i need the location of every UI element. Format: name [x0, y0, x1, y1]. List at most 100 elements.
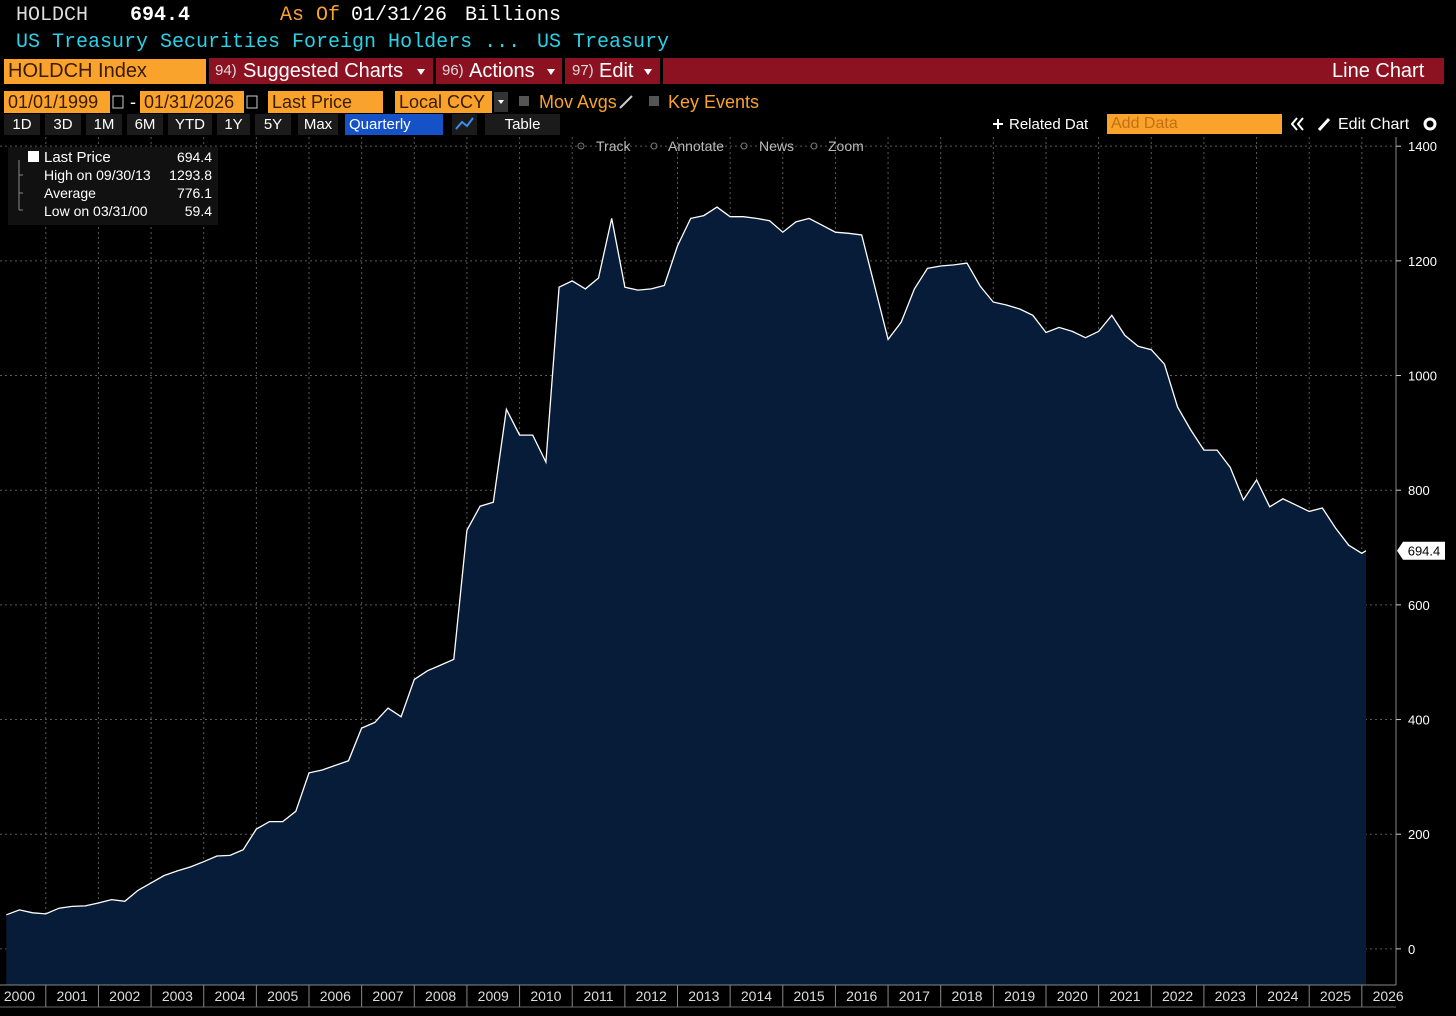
- calendar-icon[interactable]: [112, 95, 124, 109]
- dropdown-arrow: [644, 69, 652, 75]
- last-price-label: 694.4: [1408, 544, 1441, 559]
- icons: [112, 69, 1437, 135]
- table-button[interactable]: Table: [485, 114, 560, 135]
- period-button[interactable]: YTD: [168, 114, 212, 135]
- checkbox[interactable]: [519, 96, 529, 106]
- end-date[interactable]: 01/31/2026: [140, 91, 244, 113]
- y-tick-label: 1200: [1408, 254, 1437, 269]
- x-tick-label: 2020: [1057, 988, 1088, 1004]
- legend-label: Average: [44, 185, 96, 201]
- x-tick-label: 2002: [109, 988, 140, 1004]
- legend-label: Low on 03/31/00: [44, 203, 148, 219]
- tool-icon: [740, 142, 748, 150]
- x-tick-label: 2022: [1162, 988, 1193, 1004]
- tool-button[interactable]: Zoom: [828, 138, 864, 154]
- series: [6, 206, 1367, 985]
- legend-box: [8, 147, 218, 225]
- currency[interactable]: Local CCY: [395, 91, 492, 113]
- edit-chart[interactable]: Edit Chart: [1338, 116, 1410, 133]
- x-tick-label: 2017: [899, 988, 930, 1004]
- description: US Treasury Securities Foreign Holders .…: [16, 31, 521, 54]
- tool-button[interactable]: News: [759, 138, 794, 154]
- x-tick-label: 2008: [425, 988, 456, 1004]
- menu-bar: [209, 58, 1444, 84]
- period-button[interactable]: 1M: [86, 114, 122, 135]
- tool-button[interactable]: Track: [596, 138, 631, 154]
- period-button[interactable]: Max: [298, 114, 338, 135]
- option[interactable]: Key Events: [668, 92, 760, 112]
- legend-label: Last Price: [44, 149, 111, 166]
- x-tick-label: 2024: [1267, 988, 1298, 1004]
- period-button[interactable]: 1D: [4, 114, 40, 135]
- tool-icon: [810, 142, 818, 150]
- tool-icon: [577, 142, 585, 150]
- y-tick-label: 0: [1408, 942, 1415, 957]
- date-separator: -: [130, 92, 136, 112]
- chart-type: Line Chart: [1332, 60, 1425, 82]
- period-button[interactable]: 1Y: [217, 114, 250, 135]
- last-price-tag: [1397, 541, 1445, 560]
- y-tick-label: 800: [1408, 483, 1430, 498]
- x-tick-label: 2015: [794, 988, 825, 1004]
- x-tick-label: 2023: [1215, 988, 1246, 1004]
- x-tick-label: 2013: [688, 988, 719, 1004]
- tool-icon: [650, 142, 658, 150]
- y-tick-label: 600: [1408, 598, 1430, 613]
- x-tick-label: 2007: [372, 988, 403, 1004]
- gear-icon[interactable]: [1423, 117, 1437, 131]
- y-tick-label: 400: [1408, 713, 1430, 728]
- x-tick-label: 2003: [162, 988, 193, 1004]
- x-tick-label: 2010: [530, 988, 561, 1004]
- related-data[interactable]: Related Dat: [1009, 116, 1089, 133]
- x-tick-label: 2016: [846, 988, 877, 1004]
- x-tick-label: 2009: [478, 988, 509, 1004]
- price: 694.4: [130, 4, 191, 27]
- separator: [562, 58, 565, 84]
- x-tick-label: 2011: [583, 988, 613, 1004]
- security-field[interactable]: HOLDCH Index: [4, 59, 206, 84]
- ticker: HOLDCH: [16, 4, 89, 27]
- pencil-icon: [619, 95, 633, 109]
- legend-value: 694.4: [177, 149, 212, 165]
- tool-button[interactable]: Annotate: [668, 138, 724, 154]
- menu-item[interactable]: Suggested Charts: [243, 60, 404, 82]
- x-tick-label: 2018: [951, 988, 982, 1004]
- chart-icon: [455, 117, 474, 130]
- add-data[interactable]: Add Data: [1107, 114, 1282, 134]
- calendar-icon[interactable]: [246, 95, 258, 109]
- x-tick-label: 2014: [741, 988, 772, 1004]
- collapse-icon[interactable]: [1290, 117, 1304, 131]
- period-button[interactable]: 3D: [45, 114, 81, 135]
- legend-value: 59.4: [185, 203, 212, 219]
- option[interactable]: Mov Avgs: [539, 92, 617, 112]
- legend-tree: [18, 160, 23, 211]
- dropdown-arrow: [417, 69, 425, 75]
- x-tick-label: 2019: [1004, 988, 1035, 1004]
- y-tick-label: 200: [1408, 827, 1430, 842]
- field[interactable]: Last Price: [268, 91, 383, 113]
- checkbox[interactable]: [649, 96, 659, 106]
- menu-item[interactable]: Edit: [599, 60, 634, 82]
- y-tick-label: 1400: [1408, 139, 1437, 154]
- x-tick-label: 2000: [4, 988, 35, 1004]
- dropdown-arrow: [498, 100, 504, 104]
- x-tick-label: 2012: [636, 988, 667, 1004]
- period-button[interactable]: 5Y: [255, 114, 291, 135]
- menu-item[interactable]: Actions: [469, 60, 535, 82]
- x-tick-label: 2004: [214, 988, 245, 1004]
- as-of-date: 01/31/26: [351, 4, 448, 27]
- plus-icon: [993, 119, 1003, 129]
- period-button[interactable]: 6M: [127, 114, 163, 135]
- x-tick-label: 2025: [1320, 988, 1351, 1004]
- start-date[interactable]: 01/01/1999: [4, 91, 110, 113]
- menu-number: 96): [442, 62, 464, 79]
- x-tick-label: 2026: [1373, 988, 1404, 1004]
- frequency[interactable]: Quarterly: [345, 114, 443, 135]
- source: US Treasury: [537, 31, 670, 54]
- units: Billions: [465, 4, 562, 27]
- menu-number: 97): [572, 62, 594, 79]
- pencil-icon: [1317, 117, 1331, 132]
- legend-value: 1293.8: [169, 167, 212, 183]
